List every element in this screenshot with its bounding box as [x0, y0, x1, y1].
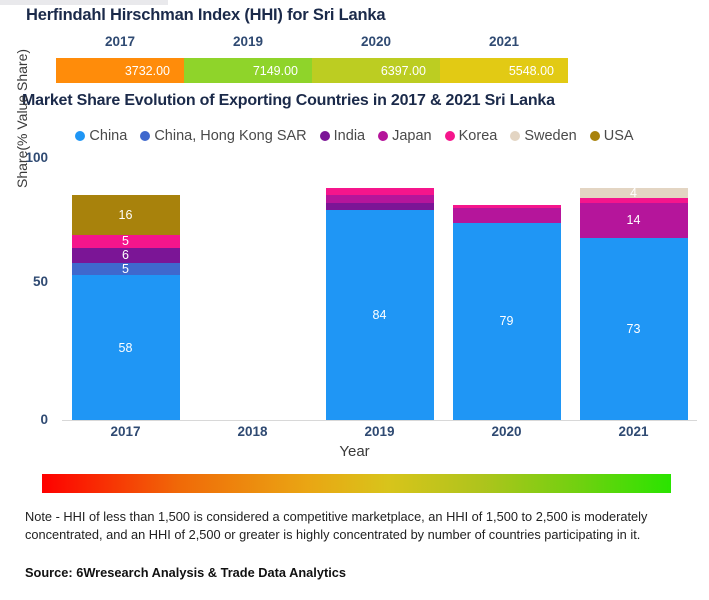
plot-area: 58 5 6 5 16 84 79 73 14 4 — [62, 170, 697, 420]
legend-label: China — [89, 128, 128, 144]
x-axis-tick-label: 2018 — [237, 424, 268, 439]
bar-segment[interactable]: 84 — [325, 210, 434, 420]
note-text: Note - HHI of less than 1,500 is conside… — [25, 509, 648, 543]
legend-swatch-icon — [378, 131, 389, 141]
legend-label: Sweden — [524, 128, 577, 144]
bar-value-label: 16 — [118, 208, 133, 222]
legend-item[interactable]: Korea — [444, 128, 498, 144]
bar-segment[interactable]: 73 — [579, 237, 688, 420]
legend-swatch-icon — [444, 131, 455, 141]
legend-item[interactable]: China — [75, 128, 127, 144]
bar-segment[interactable]: 58 — [71, 275, 180, 420]
page-title: Herfindahl Hirschman Index (HHI) for Sri… — [26, 6, 386, 24]
chart-plot-wrapper: 100 50 0 — [0, 150, 709, 445]
hhi-value-label: 7149.00 — [252, 63, 298, 78]
bar-segment[interactable]: 14 — [579, 202, 688, 238]
source-text: Source: 6Wresearch Analysis & Trade Data… — [25, 565, 347, 580]
color-scale-strip — [42, 474, 671, 493]
bar-segment[interactable]: 5 — [71, 261, 180, 276]
bar-stack[interactable]: 73 14 4 — [579, 185, 688, 420]
bar-segment[interactable]: 4 — [579, 185, 688, 200]
hhi-value-segment: 5548.00 — [440, 58, 568, 83]
legend-swatch-icon — [75, 131, 86, 141]
y-axis-title: Share(% Value Share) — [14, 48, 30, 188]
bar-segment[interactable] — [325, 187, 434, 195]
legend-swatch-icon — [510, 131, 521, 141]
bar-value-label: 58 — [118, 340, 133, 355]
legend-label: USA — [603, 128, 634, 144]
legend-item[interactable]: Japan — [378, 128, 432, 144]
hhi-year-label: 2020 — [360, 34, 392, 49]
legend-item[interactable]: India — [319, 128, 366, 144]
legend-label: Korea — [458, 128, 498, 144]
hhi-value-bar: 3732.00 7149.00 6397.00 5548.00 — [56, 58, 568, 83]
hhi-year-label: 2021 — [488, 34, 520, 49]
bar-value-label: 84 — [372, 308, 387, 322]
bar-stack[interactable]: 58 5 6 5 16 — [71, 195, 180, 420]
bar-slot: 73 14 4 — [570, 170, 697, 420]
hhi-year-label: 2019 — [232, 34, 264, 49]
bar-slot — [189, 170, 316, 420]
bar-segment[interactable]: 16 — [71, 195, 180, 235]
x-axis-tick-label: 2019 — [364, 424, 395, 439]
x-axis-tick-label: 2020 — [491, 424, 522, 439]
y-axis-tick-label: 0 — [40, 412, 48, 427]
stacked-bars: 58 5 6 5 16 84 79 73 14 4 — [62, 170, 697, 420]
x-axis-tick-labels: 2017 2018 2019 2020 2021 — [62, 424, 697, 439]
bar-value-label: 4 — [630, 185, 637, 200]
hhi-value-label: 6397.00 — [380, 63, 426, 78]
bar-segment[interactable] — [579, 197, 688, 203]
legend-label: Japan — [392, 128, 432, 144]
x-axis-title: Year — [339, 443, 370, 460]
bar-segment[interactable] — [452, 207, 561, 223]
legend-label: China, Hong Kong SAR — [154, 128, 307, 144]
bar-value-label: 79 — [499, 314, 514, 329]
legend-swatch-icon — [319, 131, 330, 141]
bar-segment[interactable]: 79 — [452, 222, 561, 420]
bar-segment[interactable] — [325, 195, 434, 203]
bar-value-label: 5 — [122, 261, 129, 276]
legend-item[interactable]: China, Hong Kong SAR — [140, 128, 307, 144]
hhi-year-labels: 2017 2019 2020 2021 — [56, 34, 568, 54]
bar-slot: 79 — [443, 170, 570, 420]
legend-swatch-icon — [140, 131, 151, 141]
bar-value-label: 73 — [626, 321, 641, 336]
x-axis-tick-label: 2017 — [110, 424, 141, 439]
bar-value-label: 5 — [122, 234, 129, 249]
hhi-value-segment: 6397.00 — [312, 58, 440, 83]
x-axis-tick-label: 2021 — [618, 424, 649, 439]
hhi-value-label: 5548.00 — [508, 63, 554, 78]
hhi-year-label: 2017 — [104, 34, 136, 49]
hhi-value-segment: 7149.00 — [184, 58, 312, 83]
legend-swatch-icon — [589, 131, 600, 141]
chart-legend: China China, Hong Kong SAR India Japan Korea… — [0, 128, 709, 144]
window-edge-stub — [0, 0, 168, 5]
bar-value-label: 6 — [122, 248, 129, 262]
bar-segment[interactable] — [325, 202, 434, 210]
bar-slot: 58 5 6 5 16 — [62, 170, 189, 420]
y-axis-tick-label: 50 — [32, 274, 48, 289]
bar-segment[interactable] — [452, 205, 561, 208]
chart-title: Market Share Evolution of Exporting Coun… — [22, 92, 555, 109]
hhi-value-segment: 3732.00 — [56, 58, 184, 83]
bar-stack[interactable]: 84 — [325, 187, 434, 420]
bar-slot: 84 — [316, 170, 443, 420]
x-axis-line — [62, 420, 697, 421]
hhi-value-label: 3732.00 — [124, 63, 170, 78]
y-axis-tick-label: 100 — [25, 150, 48, 165]
bar-segment[interactable]: 6 — [71, 247, 180, 263]
legend-item[interactable]: Sweden — [510, 128, 577, 144]
bar-stack[interactable]: 79 — [452, 205, 561, 420]
bar-segment[interactable]: 5 — [71, 234, 180, 249]
legend-item[interactable]: USA — [589, 128, 634, 144]
legend-label: India — [333, 128, 366, 144]
bar-value-label: 14 — [626, 213, 641, 227]
